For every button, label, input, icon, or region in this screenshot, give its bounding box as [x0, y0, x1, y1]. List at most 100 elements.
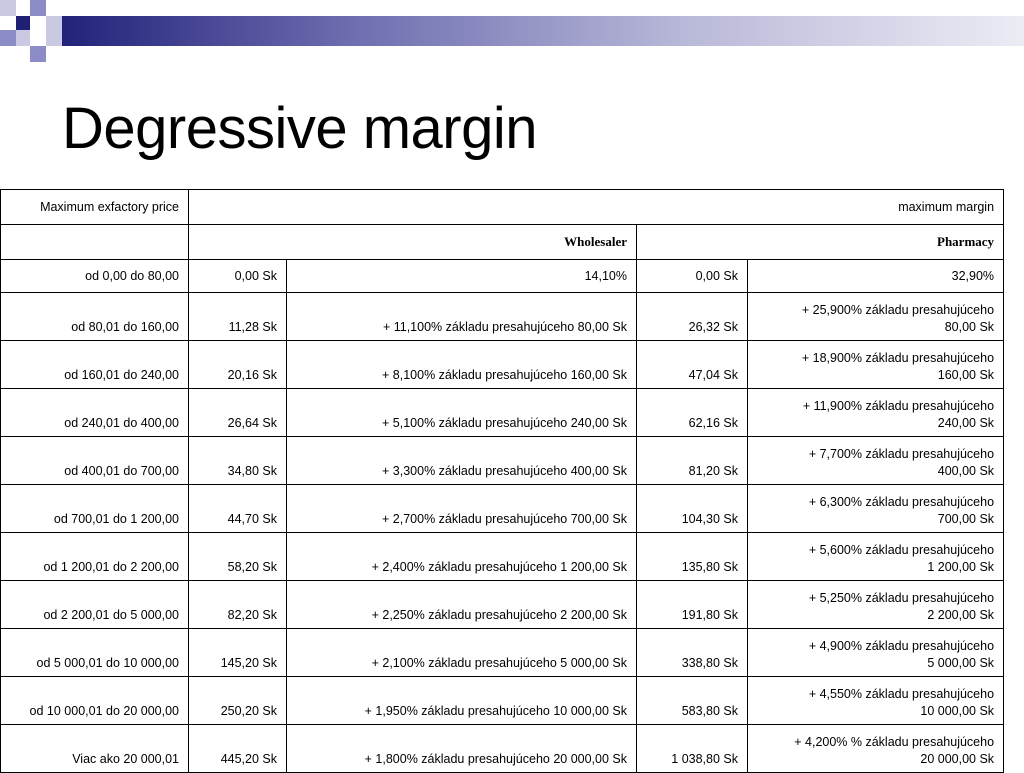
pharmacy-base-cell: 191,80 Sk [636, 580, 748, 629]
price-range-cell: od 240,01 do 400,00 [0, 388, 189, 437]
pharmacy-base-cell: 0,00 Sk [636, 259, 748, 293]
price-range-cell: od 5 000,01 do 10 000,00 [0, 628, 189, 677]
pharmacy-rate-cell: + 11,900% základu presahujúceho 240,00 Sk [746, 388, 1005, 437]
price-range-cell: od 160,01 do 240,00 [0, 340, 189, 389]
wholesaler-base-cell: 44,70 Sk [188, 484, 287, 533]
pharmacy-rate-line: + 5,600% základu presahujúceho [808, 543, 995, 557]
pharmacy-rate-cell: + 4,550% základu presahujúceho 10 000,00 … [746, 676, 1005, 725]
wholesaler-header: Wholesaler [188, 224, 637, 260]
decor-square [30, 0, 46, 16]
wholesaler-rate-cell: + 2,700% základu presahujúceho 700,00 Sk [286, 484, 637, 533]
wholesaler-base-cell: 82,20 Sk [188, 580, 287, 629]
pharmacy-rate-line: + 18,900% základu presahujúceho [801, 351, 995, 365]
decor-square [16, 16, 30, 30]
decor-square [0, 0, 16, 16]
pharmacy-base-cell: 26,32 Sk [636, 292, 748, 341]
pharmacy-rate-line: 400,00 Sk [937, 464, 995, 478]
wholesaler-base-cell: 445,20 Sk [188, 724, 287, 773]
subheader-row: Wholesaler Pharmacy [0, 224, 1005, 260]
decor-square [16, 30, 30, 46]
pharmacy-rate-cell: + 25,900% základu presahujúceho 80,00 Sk [746, 292, 1005, 341]
wholesaler-rate-cell: + 11,100% základu presahujúceho 80,00 Sk [286, 292, 637, 341]
wholesaler-base-cell: 58,20 Sk [188, 532, 287, 581]
slide-title: Degressive margin [62, 96, 538, 161]
price-range-cell: od 1 200,01 do 2 200,00 [0, 532, 189, 581]
table-row: od 10 000,01 do 20 000,00 250,20 Sk + 1,95… [0, 676, 1005, 725]
pharmacy-base-cell: 47,04 Sk [636, 340, 748, 389]
wholesaler-base-cell: 20,16 Sk [188, 340, 287, 389]
wholesaler-base-cell: 250,20 Sk [188, 676, 287, 725]
pharmacy-rate-cell: + 18,900% základu presahujúceho 160,00 Sk [746, 340, 1005, 389]
gradient-band [62, 16, 1024, 46]
pharmacy-rate-line: + 5,250% základu presahujúceho [808, 591, 995, 605]
pharmacy-rate-line: + 11,900% základu presahujúceho [802, 399, 995, 413]
pharmacy-rate-cell: + 5,250% základu presahujúceho 2 200,00 S… [746, 580, 1005, 629]
pharmacy-rate-line: 5 000,00 Sk [927, 656, 995, 670]
pharmacy-rate-line: 32,90% [951, 268, 995, 283]
wholesaler-base-cell: 11,28 Sk [188, 292, 287, 341]
pharmacy-rate-line: 240,00 Sk [937, 416, 995, 430]
pharmacy-base-cell: 62,16 Sk [636, 388, 748, 437]
pharmacy-rate-line: + 6,300% základu presahujúceho [808, 495, 995, 509]
pharmacy-base-cell: 81,20 Sk [636, 436, 748, 485]
wholesaler-rate-cell: + 8,100% základu presahujúceho 160,00 Sk [286, 340, 637, 389]
table-row: Viac ako 20 000,01 445,20 Sk + 1,800% zákl… [0, 724, 1005, 773]
pharmacy-rate-cell: 32,90% [746, 259, 1005, 293]
pharmacy-rate-line: + 4,900% základu presahujúceho [808, 639, 995, 653]
price-range-cell: od 2 200,01 do 5 000,00 [0, 580, 189, 629]
pharmacy-rate-cell: + 5,600% základu presahujúceho 1 200,00 S… [746, 532, 1005, 581]
wholesaler-base-cell: 0,00 Sk [188, 259, 287, 293]
price-range-cell: od 80,01 do 160,00 [0, 292, 189, 341]
table-row: od 2 200,01 do 5 000,00 82,20 Sk + 2,250% … [0, 580, 1005, 629]
pharmacy-base-cell: 338,80 Sk [636, 628, 748, 677]
wholesaler-rate-cell: + 1,800% základu presahujúceho 20 000,00… [286, 724, 637, 773]
wholesaler-rate-cell: + 3,300% základu presahujúceho 400,00 Sk [286, 436, 637, 485]
pharmacy-rate-cell: + 4,200% % základu presahujúceho 20 000,0… [746, 724, 1005, 773]
pharmacy-rate-line: 10 000,00 Sk [920, 704, 995, 718]
price-range-cell: od 10 000,01 do 20 000,00 [0, 676, 189, 725]
table-row: od 80,01 do 160,00 11,28 Sk + 11,100% zákl… [0, 292, 1005, 341]
decor-square [46, 16, 62, 46]
pharmacy-base-cell: 1 038,80 Sk [636, 724, 748, 773]
margin-column-header: maximum margin [187, 189, 1005, 225]
wholesaler-rate-cell: 14,10% [286, 259, 637, 293]
pharmacy-rate-cell: + 4,900% základu presahujúceho 5 000,00 S… [746, 628, 1005, 677]
pharmacy-rate-cell: + 6,300% základu presahujúceho 700,00 Sk [746, 484, 1005, 533]
wholesaler-base-cell: 26,64 Sk [188, 388, 287, 437]
pharmacy-rate-line: + 4,550% základu presahujúceho [808, 687, 995, 701]
wholesaler-label: Wholesaler [564, 234, 627, 249]
wholesaler-rate-cell: + 2,100% základu presahujúceho 5 000,00 … [286, 628, 637, 677]
table-row: od 240,01 do 400,00 26,64 Sk + 5,100% zákl… [0, 388, 1005, 437]
table-row: od 160,01 do 240,00 20,16 Sk + 8,100% zákl… [0, 340, 1005, 389]
table-row: od 1 200,01 do 2 200,00 58,20 Sk + 2,400% … [0, 532, 1005, 581]
price-column-header: Maximum exfactory price [0, 189, 189, 225]
pharmacy-rate-cell: + 7,700% základu presahujúceho 400,00 Sk [746, 436, 1005, 485]
pharmacy-rate-line: 1 200,00 Sk [927, 560, 995, 574]
wholesaler-rate-cell: + 2,400% základu presahujúceho 1 200,00 … [286, 532, 637, 581]
pharmacy-base-cell: 135,80 Sk [636, 532, 748, 581]
wholesaler-base-cell: 145,20 Sk [188, 628, 287, 677]
pharmacy-label: Pharmacy [937, 234, 995, 249]
pharmacy-rate-line: + 7,700% základu presahujúceho [808, 447, 995, 461]
price-range-cell: od 700,01 do 1 200,00 [0, 484, 189, 533]
table-row: od 400,01 do 700,00 34,80 Sk + 3,300% zákl… [0, 436, 1005, 485]
decor-square [30, 46, 46, 62]
price-range-cell: od 400,01 do 700,00 [0, 436, 189, 485]
pharmacy-rate-line: 80,00 Sk [944, 320, 995, 334]
pharmacy-base-cell: 583,80 Sk [636, 676, 748, 725]
pharmacy-rate-line: + 4,200% % základu presahujúceho [794, 735, 995, 749]
pharmacy-rate-line: + 25,900% základu presahujúceho [801, 303, 995, 317]
empty-cell [0, 224, 189, 260]
pharmacy-rate-line: 2 200,00 Sk [927, 608, 995, 622]
wholesaler-rate-cell: + 1,950% základu presahujúceho 10 000,00… [286, 676, 637, 725]
table-row: od 700,01 do 1 200,00 44,70 Sk + 2,700% zá… [0, 484, 1005, 533]
pharmacy-rate-line: 20 000,00 Sk [920, 752, 995, 766]
wholesaler-base-cell: 34,80 Sk [188, 436, 287, 485]
header-decoration [0, 0, 1024, 62]
decor-square [0, 30, 16, 46]
pharmacy-rate-line: 160,00 Sk [937, 368, 995, 382]
price-range-cell: od 0,00 do 80,00 [0, 259, 189, 293]
pharmacy-header: Pharmacy [635, 224, 1005, 260]
table-row: od 0,00 do 80,00 0,00 Sk 14,10% 0,00 Sk 32,9… [0, 259, 1005, 293]
table-row: od 5 000,01 do 10 000,00 145,20 Sk + 2,100… [0, 628, 1005, 677]
